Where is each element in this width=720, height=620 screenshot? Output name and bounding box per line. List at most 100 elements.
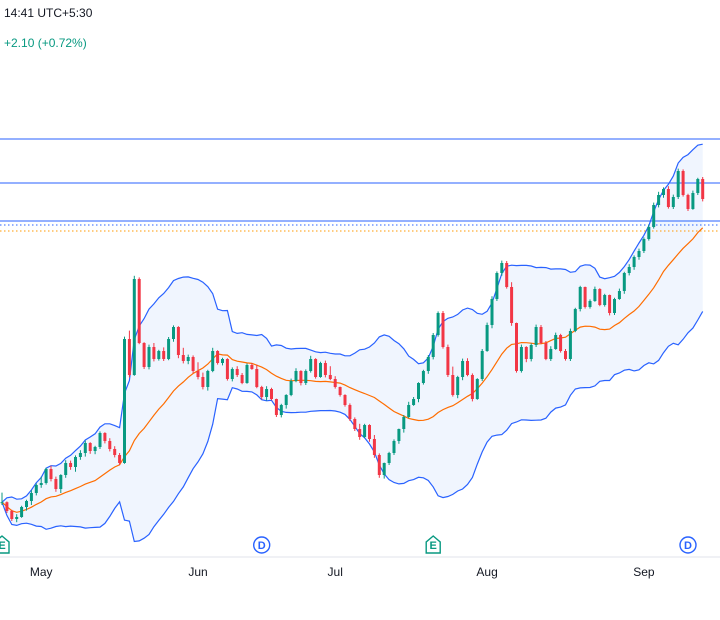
candle[interactable] xyxy=(299,370,303,386)
candle[interactable] xyxy=(353,417,357,431)
candle[interactable] xyxy=(407,401,411,419)
candle[interactable] xyxy=(485,322,489,352)
candle[interactable] xyxy=(466,358,469,377)
candle[interactable] xyxy=(25,499,28,511)
candle[interactable] xyxy=(490,296,494,329)
candle[interactable] xyxy=(274,398,278,417)
candle[interactable] xyxy=(480,349,484,381)
candle[interactable] xyxy=(524,346,528,363)
candle[interactable] xyxy=(250,363,254,370)
candle[interactable] xyxy=(377,453,381,478)
candle[interactable] xyxy=(392,439,396,455)
candle[interactable] xyxy=(510,282,514,326)
candle[interactable] xyxy=(338,386,342,397)
candle[interactable] xyxy=(127,330,131,378)
candle[interactable] xyxy=(323,360,327,378)
earnings-marker[interactable]: E xyxy=(0,535,10,554)
candle[interactable] xyxy=(137,277,141,345)
candle[interactable] xyxy=(44,467,48,485)
candle[interactable] xyxy=(647,224,651,241)
candle[interactable] xyxy=(59,474,63,493)
candle[interactable] xyxy=(225,358,229,381)
candle[interactable] xyxy=(265,386,269,401)
candle[interactable] xyxy=(613,297,616,315)
candle[interactable] xyxy=(583,286,587,309)
candle[interactable] xyxy=(64,460,68,478)
candle[interactable] xyxy=(103,432,107,444)
candle[interactable] xyxy=(549,346,553,361)
candle[interactable] xyxy=(181,347,185,364)
candle[interactable] xyxy=(652,202,656,229)
candle[interactable] xyxy=(216,350,220,365)
candle[interactable] xyxy=(666,186,670,209)
candle[interactable] xyxy=(29,490,33,505)
candle[interactable] xyxy=(83,440,87,457)
candle[interactable] xyxy=(470,373,474,402)
candle[interactable] xyxy=(588,299,592,309)
candle[interactable] xyxy=(358,423,362,440)
candle[interactable] xyxy=(539,325,543,345)
candle[interactable] xyxy=(578,285,582,312)
candle[interactable] xyxy=(632,255,636,270)
candle[interactable] xyxy=(500,260,504,276)
candle[interactable] xyxy=(676,168,680,199)
candle[interactable] xyxy=(475,378,479,400)
dividend-marker[interactable]: D xyxy=(679,536,697,554)
candle[interactable] xyxy=(20,505,24,518)
candle[interactable] xyxy=(304,369,308,385)
candle[interactable] xyxy=(412,397,416,406)
candle[interactable] xyxy=(627,264,631,276)
candle[interactable] xyxy=(201,372,205,390)
candle[interactable] xyxy=(461,358,465,381)
candle[interactable] xyxy=(662,187,665,198)
candle[interactable] xyxy=(132,275,136,376)
candle[interactable] xyxy=(167,337,171,361)
candle[interactable] xyxy=(441,311,445,349)
candle[interactable] xyxy=(505,261,509,289)
candle[interactable] xyxy=(686,193,690,211)
candle[interactable] xyxy=(598,288,602,307)
candle[interactable] xyxy=(191,355,195,374)
candle[interactable] xyxy=(39,476,43,488)
candle[interactable] xyxy=(348,403,352,421)
candle[interactable] xyxy=(196,362,200,380)
candle[interactable] xyxy=(118,453,122,465)
candle[interactable] xyxy=(333,376,337,389)
candle[interactable] xyxy=(152,343,156,362)
candle[interactable] xyxy=(255,364,259,389)
candle[interactable] xyxy=(319,361,322,378)
candle[interactable] xyxy=(421,369,425,385)
candle[interactable] xyxy=(10,509,14,521)
candle[interactable] xyxy=(54,476,58,492)
candle[interactable] xyxy=(74,455,77,472)
candle[interactable] xyxy=(363,423,367,439)
candle[interactable] xyxy=(78,450,82,460)
candle[interactable] xyxy=(622,271,626,294)
candle[interactable] xyxy=(642,237,646,253)
candle[interactable] xyxy=(544,341,548,361)
candle[interactable] xyxy=(245,363,249,384)
candle[interactable] xyxy=(573,307,577,333)
candle[interactable] xyxy=(206,369,210,391)
candle[interactable] xyxy=(431,333,435,360)
candle[interactable] xyxy=(162,347,166,361)
candle[interactable] xyxy=(69,460,73,470)
candle[interactable] xyxy=(608,294,612,316)
candle[interactable] xyxy=(176,326,180,359)
candle[interactable] xyxy=(260,385,264,400)
candle[interactable] xyxy=(211,347,215,373)
candle[interactable] xyxy=(270,387,273,401)
candle[interactable] xyxy=(519,344,523,373)
candle[interactable] xyxy=(495,271,499,301)
candle[interactable] xyxy=(534,324,538,347)
candle[interactable] xyxy=(593,286,597,302)
candle[interactable] xyxy=(515,322,518,373)
candle[interactable] xyxy=(49,465,53,482)
candle[interactable] xyxy=(186,354,190,365)
candle[interactable] xyxy=(387,451,391,465)
candle[interactable] xyxy=(372,435,376,458)
candle[interactable] xyxy=(402,415,406,433)
candle[interactable] xyxy=(456,375,460,399)
candle[interactable] xyxy=(671,194,675,209)
